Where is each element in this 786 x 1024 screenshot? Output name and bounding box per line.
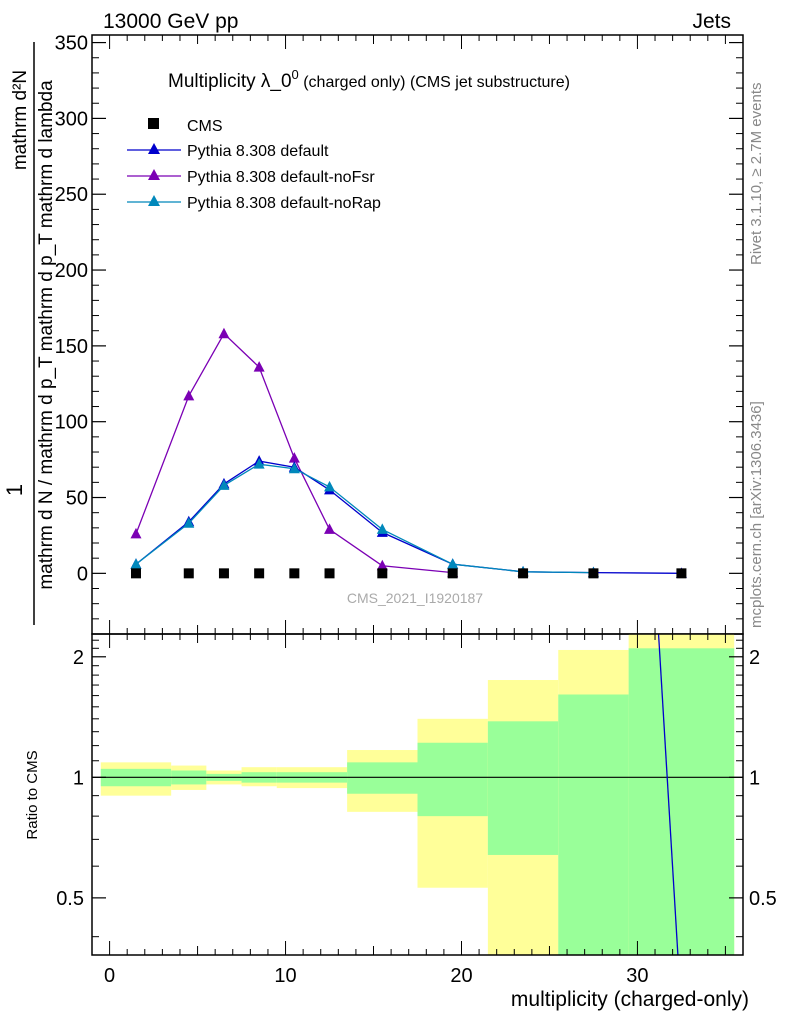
rivet-version-label: Rivet 3.1.10, ≥ 2.7M events <box>748 83 765 266</box>
header-right-label: Jets <box>692 10 731 33</box>
series-line-default <box>135 460 682 574</box>
point-cms <box>130 568 141 579</box>
ylabel-prefix: 1 <box>2 484 27 496</box>
ratio-xtick-label: 0 <box>104 965 115 987</box>
ylabel-denominator: mathrm d N / mathrm d p_T mathrm d p_T m… <box>36 80 57 590</box>
point-norap <box>288 462 300 474</box>
ratio-xtick-label: 30 <box>626 965 648 987</box>
point-norap <box>376 523 388 534</box>
legend-marker-nofsr <box>148 169 160 180</box>
main-title-text: Multiplicity λ_0 <box>168 71 292 92</box>
point-cms <box>588 568 599 579</box>
main-ytick-label: 300 <box>55 108 88 130</box>
ratio-band-inner <box>417 742 488 817</box>
point-cms <box>447 568 458 579</box>
point-norap <box>130 558 142 569</box>
main-ytick-label: 100 <box>55 412 88 434</box>
x-axis-label: multiplicity (charged-only) <box>511 988 749 1011</box>
ratio-xtick-label: 10 <box>274 965 296 987</box>
main-series-layer <box>130 327 687 579</box>
point-cms <box>183 568 194 579</box>
ylabel-numerator: mathrm d²N <box>10 70 31 170</box>
watermark-label: CMS_2021_I1920187 <box>347 590 483 606</box>
series-line-nofsr <box>135 332 453 574</box>
legend-label-nofsr: Pythia 8.308 default-noFsr <box>187 169 375 186</box>
point-cms <box>254 568 265 579</box>
point-nofsr <box>253 361 265 372</box>
ratio-ytick-label-right: 1 <box>749 767 760 789</box>
ratio-ytick-label: 1 <box>73 767 84 789</box>
ratio-plot: 0.5 0.51 12 20 10 20 30 <box>56 633 777 987</box>
legend-label-default: Pythia 8.308 default <box>187 143 329 160</box>
ratio-ytick-label-right: 0.5 <box>749 888 777 910</box>
main-ylabel: 1 mathrm d²N mathrm d N / mathrm d p_T m… <box>2 42 57 625</box>
main-ytick-label: 250 <box>55 184 88 206</box>
main-title-suffix: (charged only) (CMS jet substructure) <box>299 74 570 91</box>
main-plot: 0 50 100 150 200 250 300 350 CMS_2021_I1920187 <box>55 33 744 635</box>
point-norap <box>218 479 230 490</box>
series-default <box>130 455 687 578</box>
ratio-bands <box>92 634 743 955</box>
main-ytick-label: 150 <box>55 336 88 358</box>
point-norap <box>253 458 265 469</box>
point-cms <box>377 568 388 579</box>
ratio-series-default <box>657 633 679 956</box>
point-nofsr <box>288 452 300 463</box>
legend-marker-norap <box>148 195 160 206</box>
point-cms <box>218 568 229 579</box>
point-cms <box>324 568 335 579</box>
main-ytick-label: 350 <box>55 33 88 55</box>
main-title: Multiplicity λ_00 (charged only) (CMS je… <box>168 67 570 92</box>
ratio-xtick-label: 20 <box>450 965 472 987</box>
point-nofsr <box>130 527 142 539</box>
main-title-sup: 0 <box>292 67 299 82</box>
legend-label-norap: Pythia 8.308 default-noRap <box>187 195 381 212</box>
ratio-axis-ticks: 0.5 0.51 12 20 10 20 30 <box>56 634 777 987</box>
ratio-band-inner <box>347 762 418 794</box>
legend: CMS Pythia 8.308 default Pythia 8.308 de… <box>127 118 381 212</box>
point-nofsr <box>324 523 336 534</box>
point-norap <box>183 517 195 528</box>
point-norap <box>324 480 336 492</box>
ratio-band-inner <box>558 694 629 955</box>
point-nofsr <box>183 389 195 401</box>
mcplots-label: mcplots.cern.ch [arXiv:1306.3436] <box>748 401 765 628</box>
point-cms <box>518 568 529 579</box>
point-cms <box>289 568 300 579</box>
main-axis-ticks: 0 50 100 150 200 250 300 350 <box>55 33 744 635</box>
point-cms <box>676 568 687 579</box>
legend-label-cms: CMS <box>187 118 223 135</box>
ratio-ytick-label-right: 2 <box>749 647 760 669</box>
ratio-plot-frame <box>91 633 744 956</box>
ratio-series-layer <box>657 633 679 956</box>
legend-marker-cms <box>148 118 159 129</box>
ratio-ytick-label: 2 <box>73 647 84 669</box>
series-line-norap <box>135 463 594 574</box>
main-ytick-label: 50 <box>66 488 88 510</box>
header-left-label: 13000 GeV pp <box>103 10 238 33</box>
ratio-band-inner <box>628 648 735 955</box>
ratio-ytick-label: 0.5 <box>56 888 84 910</box>
ratio-band-inner <box>487 721 559 855</box>
point-nofsr <box>376 559 388 571</box>
ratio-ylabel: Ratio to CMS <box>24 750 41 839</box>
series-nofsr <box>130 327 459 578</box>
main-ytick-label: 0 <box>77 563 88 585</box>
legend-marker-default <box>148 143 160 154</box>
point-nofsr <box>218 327 230 339</box>
main-ytick-label: 200 <box>55 260 88 282</box>
series-cms <box>130 568 687 579</box>
point-norap <box>447 558 459 569</box>
